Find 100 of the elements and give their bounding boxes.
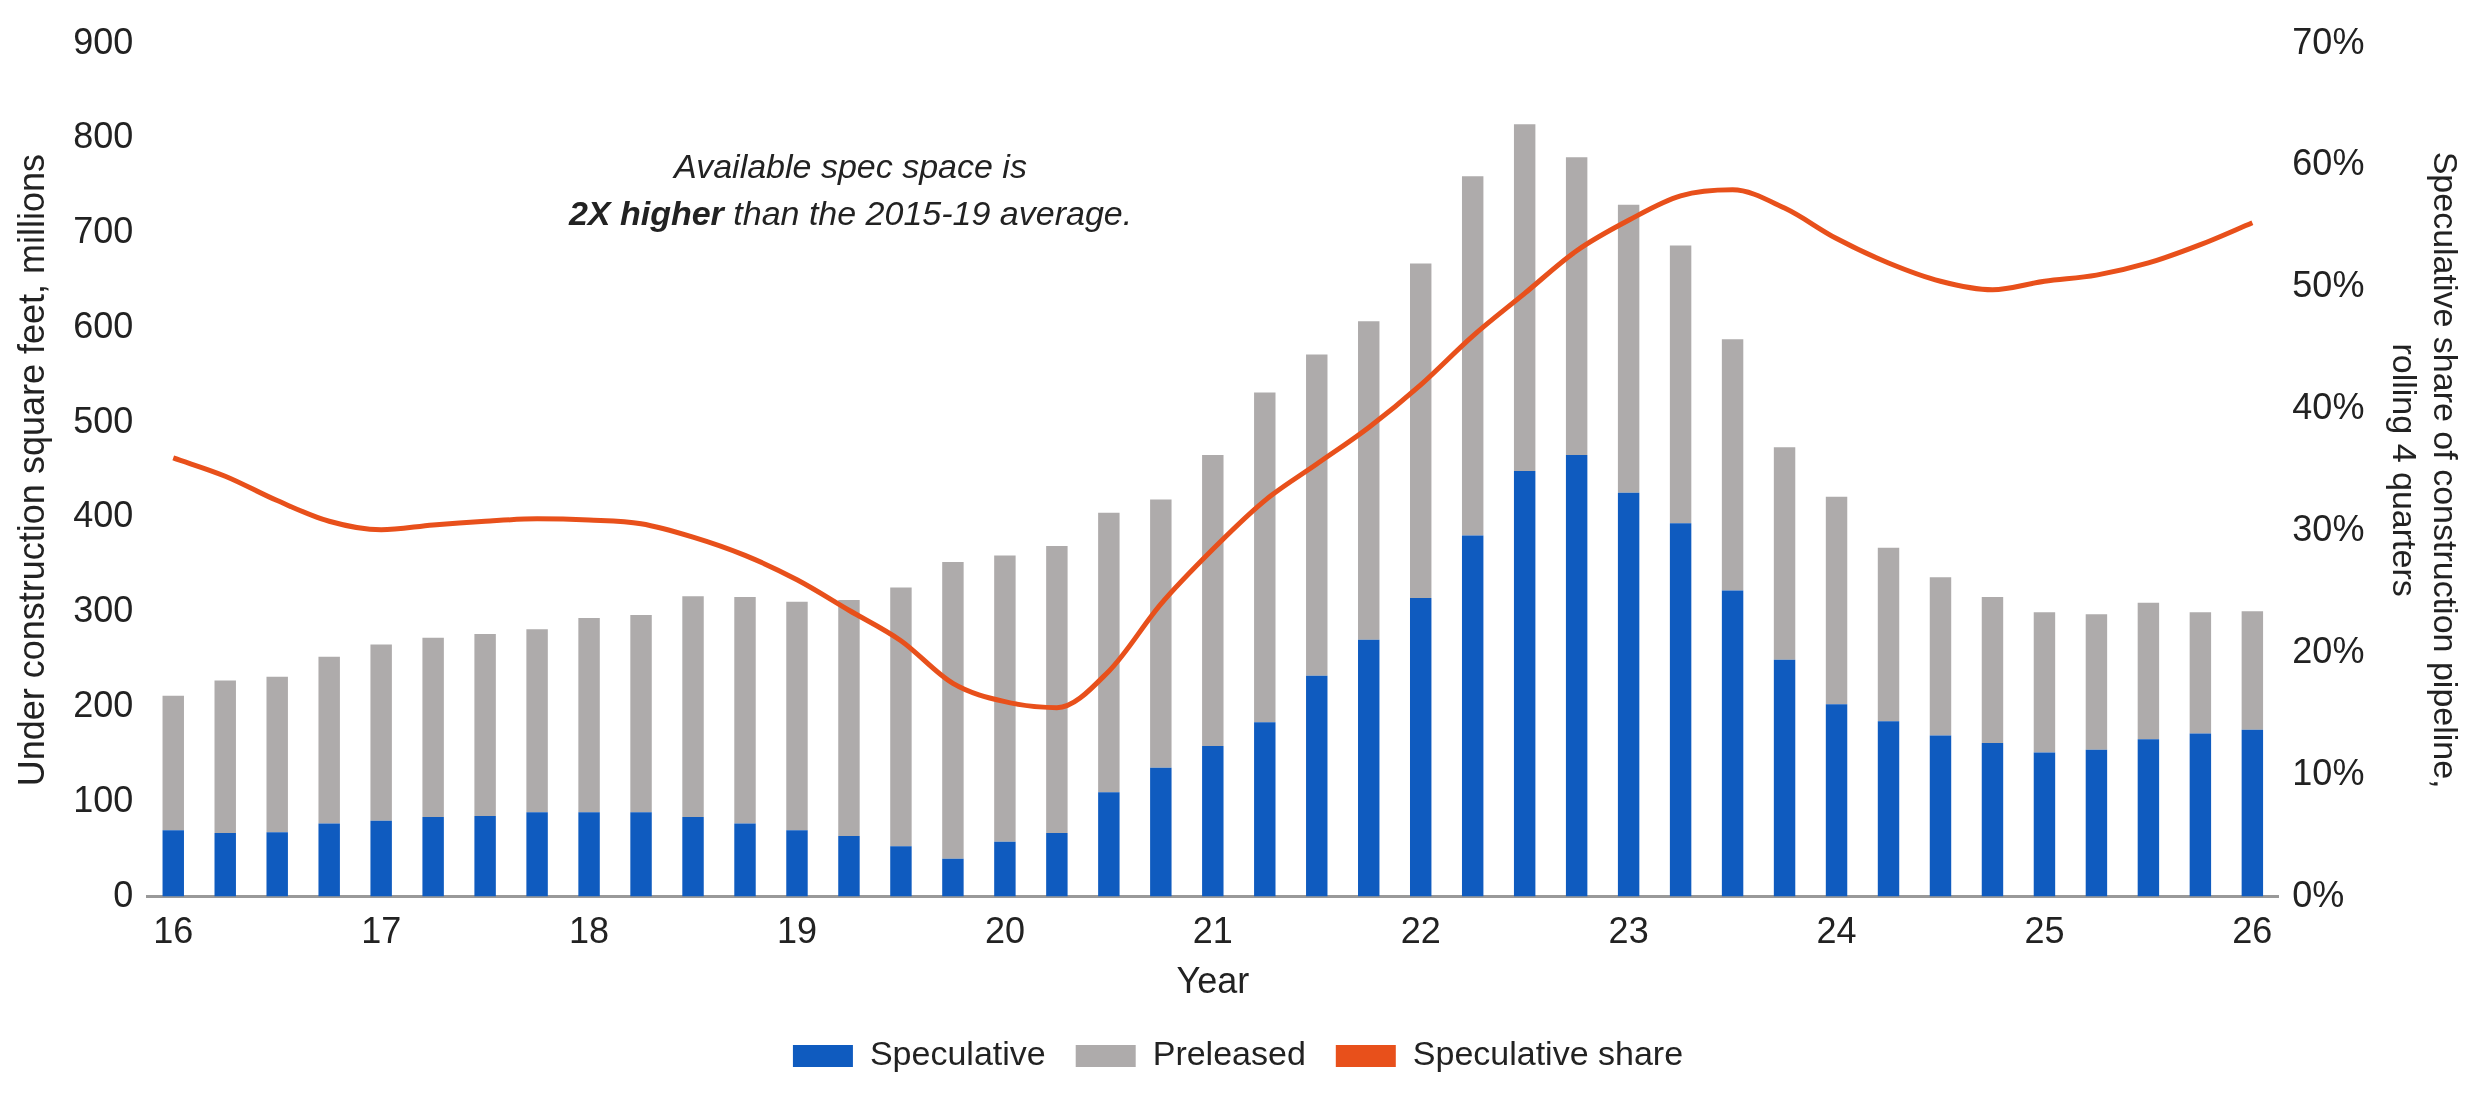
bar (1617, 492, 1640, 897)
y-tick-label: 500 (73, 399, 134, 441)
bar (318, 823, 340, 897)
bar (786, 830, 808, 897)
bar (2033, 612, 2056, 753)
x-axis-title: Year (1176, 960, 1250, 1002)
bar (1410, 598, 1432, 897)
x-tick-label: 24 (1816, 910, 1857, 952)
bar (1513, 124, 1536, 472)
bar (1825, 704, 1848, 897)
bar (1461, 535, 1484, 897)
bar (2137, 739, 2160, 897)
bar (1098, 792, 1120, 897)
y2-tick-label: 10% (2292, 751, 2365, 793)
bar (1461, 176, 1484, 536)
bar (214, 680, 236, 834)
bar (994, 555, 1016, 842)
bar (1254, 722, 1276, 897)
bar (1929, 735, 1952, 897)
y2-tick-label: 60% (2292, 142, 2365, 184)
bar (942, 858, 964, 897)
y2-tick-label: 50% (2292, 264, 2365, 306)
bar (1721, 339, 1744, 591)
bar (734, 597, 756, 824)
bar (1306, 354, 1328, 676)
bar (526, 812, 548, 897)
bar (2189, 733, 2212, 897)
bar (1098, 512, 1120, 793)
x-tick-label: 26 (2232, 910, 2273, 952)
bar (630, 812, 652, 897)
bar (630, 615, 652, 813)
bar (1046, 833, 1068, 897)
bar (1254, 392, 1276, 723)
bar (734, 823, 756, 897)
annotation: Available spec space is (672, 147, 1027, 186)
annotation: 2X higher (567, 193, 726, 232)
bar (318, 656, 340, 824)
bar (1669, 523, 1692, 897)
bar (2241, 611, 2264, 730)
bar (1150, 499, 1172, 768)
bar (370, 644, 392, 821)
bar (1825, 496, 1848, 705)
bar (1617, 204, 1640, 493)
bar (1410, 263, 1432, 599)
y-tick-label: 700 (73, 210, 134, 252)
legend-label: Preleased (1152, 1034, 1306, 1073)
x-tick-label: 22 (1400, 910, 1441, 952)
y-tick-label: 800 (73, 115, 134, 157)
x-tick-label: 20 (984, 910, 1025, 952)
y2-tick-label: 30% (2292, 507, 2365, 549)
bar (890, 587, 912, 847)
bar (422, 816, 444, 897)
x-tick-label: 23 (1608, 910, 1649, 952)
bar (890, 846, 912, 897)
bar (2137, 602, 2160, 740)
bar (578, 812, 600, 897)
bar (1981, 597, 2004, 744)
bar (474, 634, 496, 817)
y-tick-label: 200 (73, 683, 134, 725)
bar (1306, 675, 1328, 897)
y-tick-label: 300 (73, 589, 134, 631)
bar (2189, 612, 2212, 734)
bar (786, 601, 808, 831)
bar (2241, 729, 2264, 897)
bar (1721, 590, 1744, 897)
bar (1202, 454, 1224, 746)
bar (1358, 321, 1380, 640)
bar (370, 820, 392, 897)
bar (1773, 659, 1796, 897)
bar (162, 830, 184, 897)
bar (1565, 157, 1588, 455)
x-tick-label: 25 (2024, 910, 2065, 952)
bar (474, 816, 496, 897)
bar (266, 676, 288, 833)
bar (2085, 614, 2108, 750)
bar (578, 617, 600, 813)
x-tick-label: 19 (776, 910, 818, 952)
y-tick-label: 0 (113, 873, 134, 915)
legend-label: Speculative (869, 1034, 1046, 1073)
bar (1773, 447, 1796, 660)
x-tick-label: 21 (1192, 910, 1233, 952)
bar (2085, 749, 2108, 897)
y-axis-title: Under construction square feet, millions (10, 153, 52, 787)
y2-tick-label: 70% (2292, 20, 2365, 62)
x-tick-label: 18 (569, 910, 610, 952)
y2-tick-label: 0% (2292, 873, 2345, 915)
y2-tick-label: 40% (2292, 386, 2365, 428)
x-tick-label: 16 (153, 910, 194, 952)
y-tick-label: 400 (73, 494, 134, 536)
bar (162, 695, 184, 831)
bar (1669, 245, 1692, 524)
bar (422, 637, 444, 817)
y-tick-label: 900 (73, 20, 134, 62)
bar (214, 833, 236, 897)
bar (1150, 767, 1172, 897)
bar (682, 596, 704, 817)
y2-axis-title: Speculative share of construction pipeline, rolling 4 quarters (2386, 151, 2466, 789)
bar (994, 841, 1016, 897)
bar (1565, 454, 1588, 897)
bar (526, 629, 548, 813)
